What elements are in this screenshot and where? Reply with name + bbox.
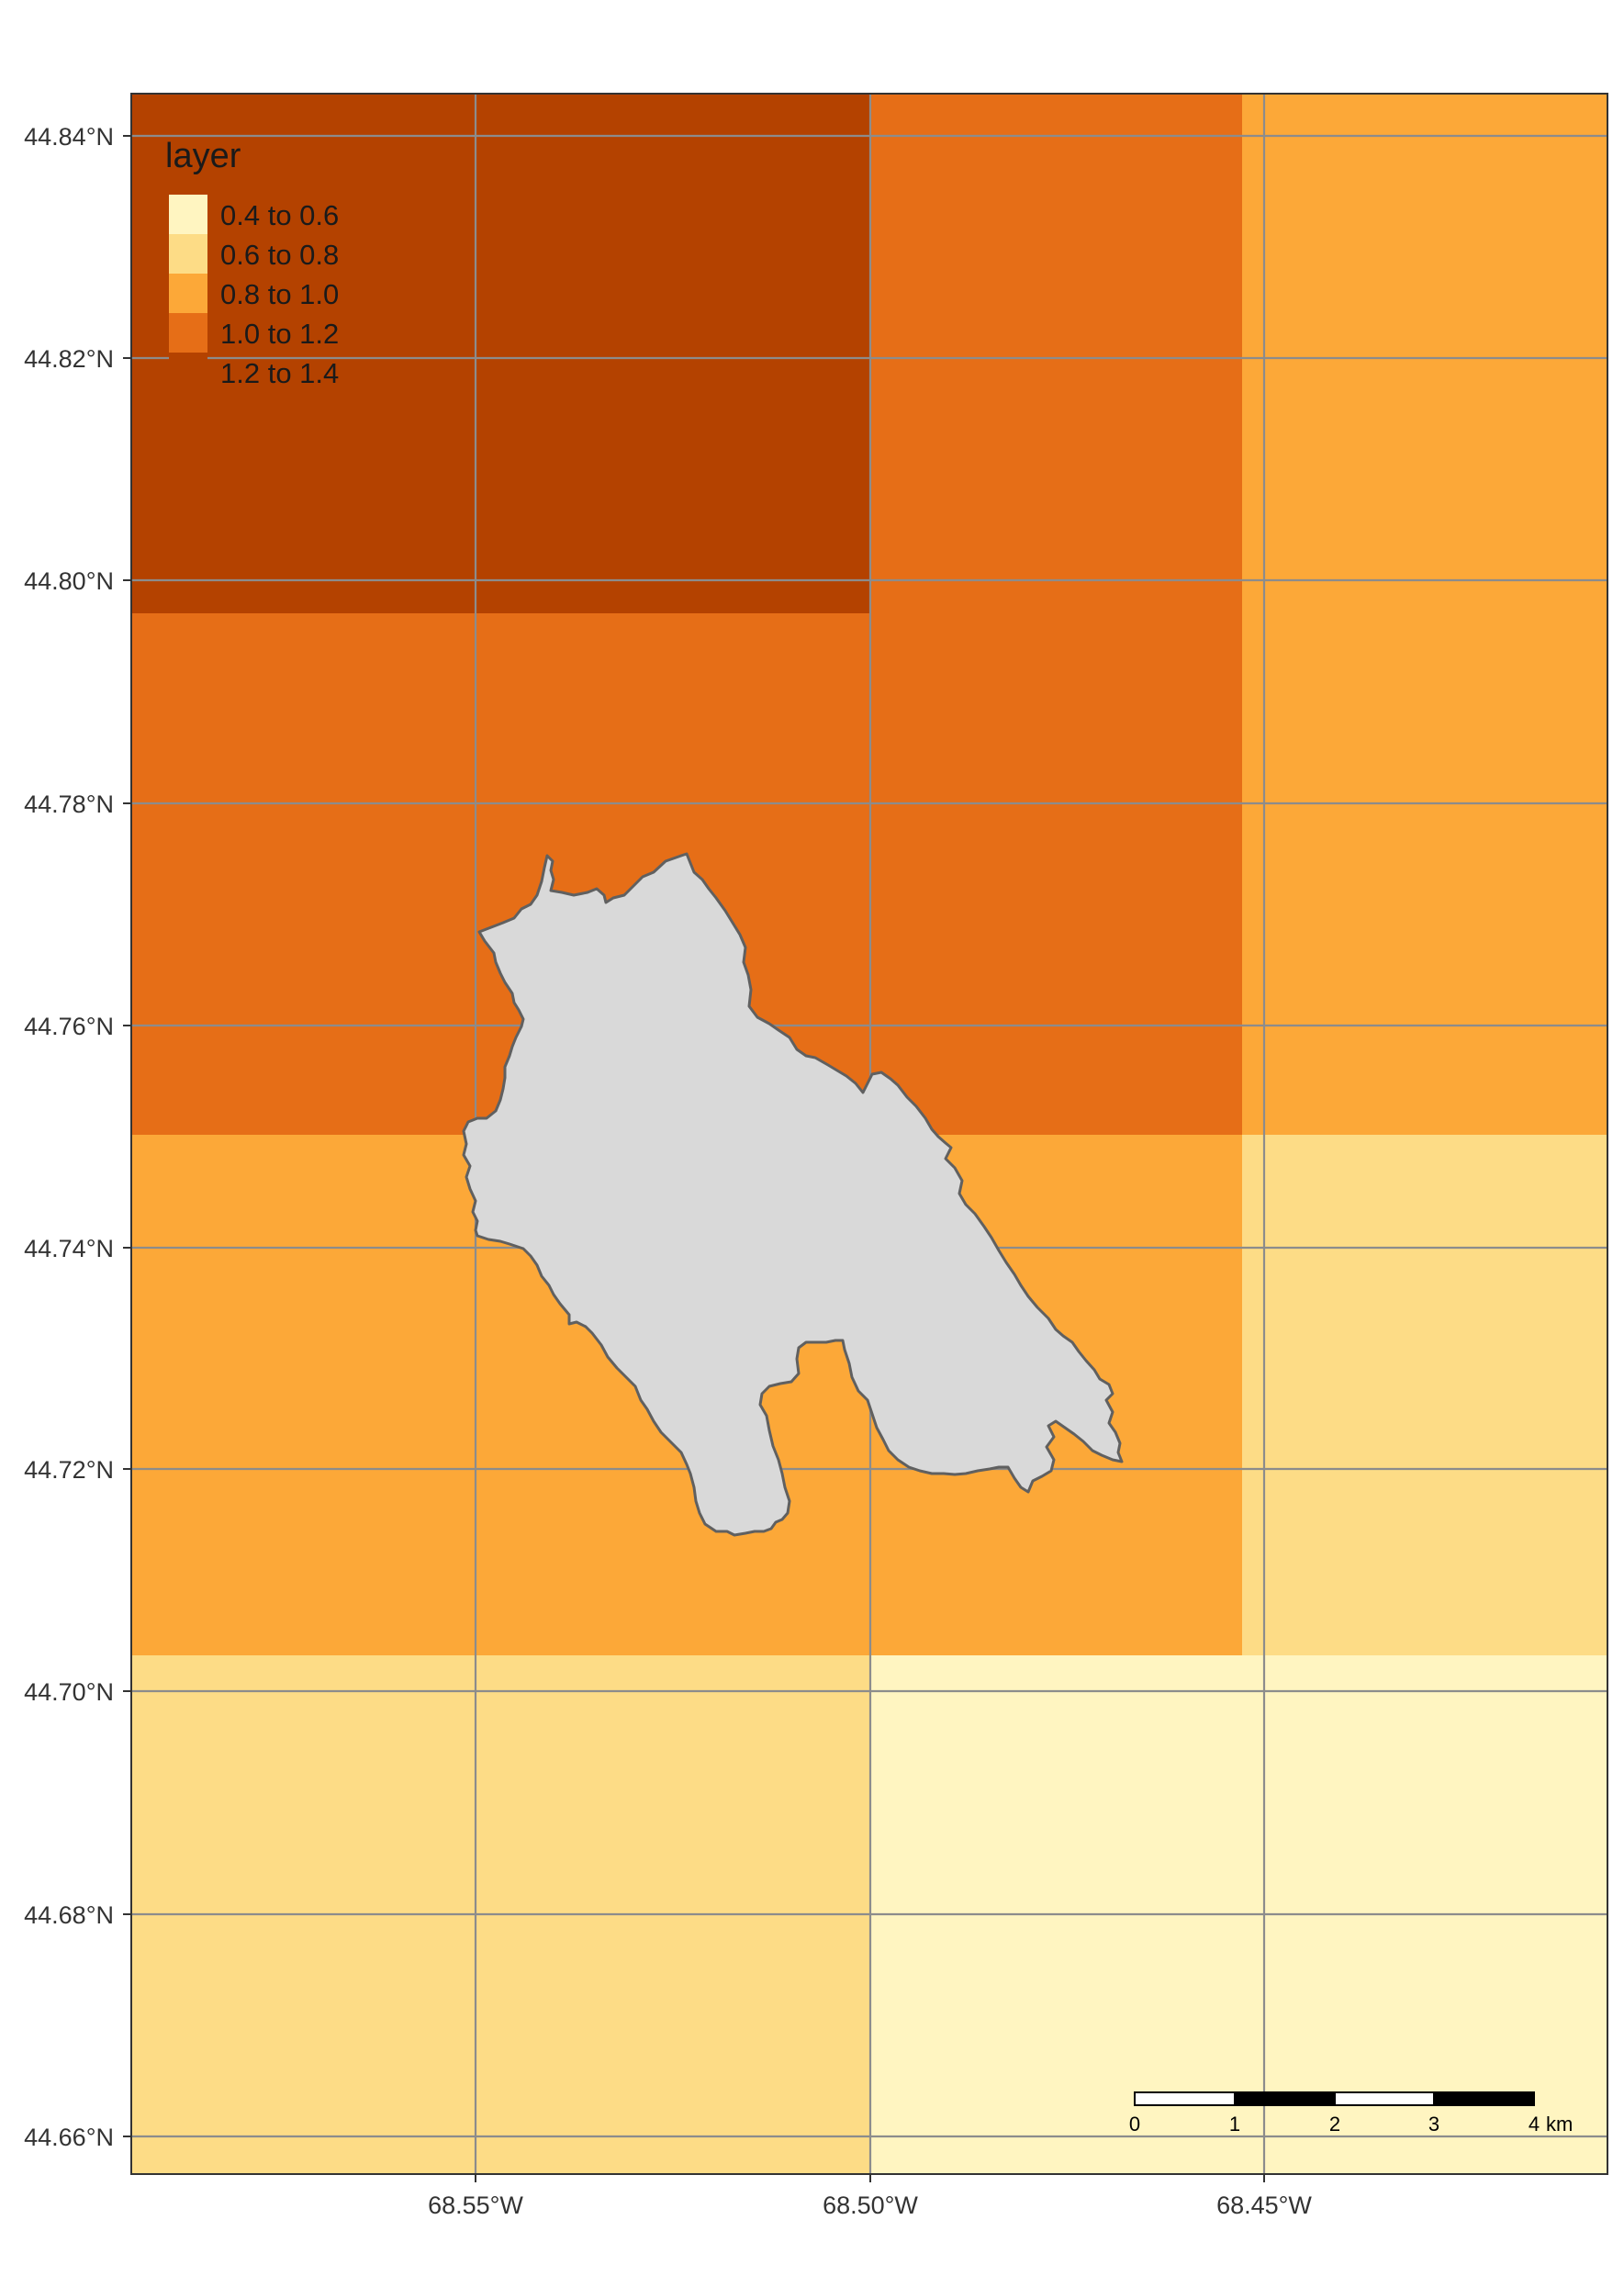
y-tick-label: 44.70°N xyxy=(24,1678,114,1706)
x-tick-label: 68.50°W xyxy=(823,2192,918,2219)
legend-label: 1.0 to 1.2 xyxy=(220,318,339,350)
legend-label: 1.2 to 1.4 xyxy=(220,357,339,389)
y-tick-label: 44.72°N xyxy=(24,1456,114,1484)
scale-bar-segment xyxy=(1334,2091,1435,2106)
raster-cell xyxy=(870,613,1242,1135)
legend-title: layer xyxy=(165,137,241,175)
scale-bar-segment xyxy=(1433,2091,1535,2106)
scale-bar-label: 0 xyxy=(1129,2113,1140,2136)
y-tick-label: 44.80°N xyxy=(24,567,114,595)
y-tick-label: 44.74°N xyxy=(24,1235,114,1262)
x-tick-labels: 68.55°W 68.50°W 68.45°W xyxy=(428,2192,1312,2219)
legend-swatch xyxy=(169,353,207,392)
legend-swatch xyxy=(169,234,207,274)
y-tick-label: 44.82°N xyxy=(24,345,114,373)
legend-swatch xyxy=(169,195,207,234)
scale-bar-segment xyxy=(1134,2091,1236,2106)
raster-layer xyxy=(131,94,1607,2174)
raster-cell xyxy=(870,94,1242,613)
y-tick-labels: 44.84°N 44.82°N 44.80°N 44.78°N 44.76°N … xyxy=(24,123,114,2151)
y-tick-label: 44.66°N xyxy=(24,2124,114,2151)
raster-cell xyxy=(1242,613,1607,1135)
scale-bar-label: 1 xyxy=(1229,2113,1240,2136)
y-axis xyxy=(123,135,131,2137)
legend: layer 0.4 to 0.6 0.6 to 0.8 0.8 to 1.0 1… xyxy=(165,137,339,392)
scale-bar-segment xyxy=(1234,2091,1336,2106)
scale-bar-unit: km xyxy=(1546,2113,1573,2136)
y-tick-label: 44.78°N xyxy=(24,790,114,818)
raster-cell xyxy=(1242,94,1607,613)
scale-bar-label: 4 xyxy=(1529,2113,1540,2136)
x-axis xyxy=(475,2174,1265,2182)
legend-swatch xyxy=(169,274,207,313)
scale-bar-label: 3 xyxy=(1428,2113,1439,2136)
legend-label: 0.4 to 0.6 xyxy=(220,199,339,231)
x-tick-label: 68.45°W xyxy=(1216,2192,1312,2219)
raster-cell xyxy=(131,94,870,613)
scale-bar-label: 2 xyxy=(1329,2113,1340,2136)
study-area-polygon xyxy=(462,852,1124,1537)
scale-bar: 0 1 2 3 4 km xyxy=(1129,2091,1573,2136)
x-tick-label: 68.55°W xyxy=(428,2192,523,2219)
raster-cell xyxy=(1242,1135,1607,1655)
y-tick-label: 44.68°N xyxy=(24,1901,114,1929)
y-tick-label: 44.84°N xyxy=(24,123,114,151)
legend-label: 0.8 to 1.0 xyxy=(220,278,339,310)
y-tick-label: 44.76°N xyxy=(24,1013,114,1040)
legend-label: 0.6 to 0.8 xyxy=(220,239,339,271)
legend-swatch xyxy=(169,313,207,353)
